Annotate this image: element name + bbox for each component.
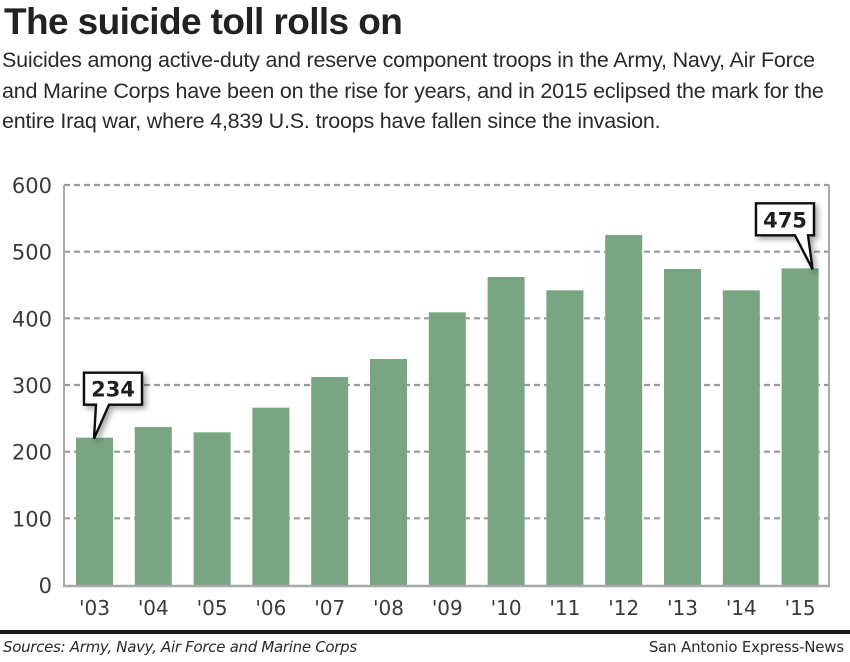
callout xyxy=(82,371,144,440)
axes xyxy=(63,185,830,588)
bar xyxy=(781,268,819,585)
y-tick-label: 400 xyxy=(12,307,52,331)
bar xyxy=(428,312,466,585)
callout-label: 475 xyxy=(763,208,807,232)
x-tick-label: '09 xyxy=(432,596,463,620)
bar xyxy=(370,359,407,585)
bar xyxy=(311,377,349,585)
y-tick-label: 600 xyxy=(12,174,52,198)
x-axis-ticks: '03 '04 '05 '06 '07 '08 '09 '10 '11 '12 '13 '14 '15 xyxy=(79,596,816,620)
callouts: 234 475 xyxy=(82,202,816,440)
bar xyxy=(722,290,760,585)
callout-box xyxy=(82,371,144,440)
y-tick-label: 200 xyxy=(12,441,52,465)
callout-box xyxy=(754,202,816,270)
y-tick-label: 0 xyxy=(39,574,52,598)
bar xyxy=(134,427,172,585)
x-tick-label: '10 xyxy=(491,596,522,620)
publisher-credit: San Antonio Express-News xyxy=(648,638,844,656)
x-tick-label: '11 xyxy=(549,596,580,620)
bar xyxy=(193,432,231,585)
bar xyxy=(605,235,643,585)
bar xyxy=(664,269,701,585)
y-tick-label: 300 xyxy=(12,374,52,398)
y-tick-label: 500 xyxy=(12,241,52,265)
bar xyxy=(252,407,290,585)
chart-title: The suicide toll rolls on xyxy=(4,1,403,42)
callout xyxy=(754,202,816,270)
x-tick-label: '08 xyxy=(373,596,404,620)
callout-label: 234 xyxy=(91,378,135,402)
source-note: Sources: Army, Navy, Air Force and Marin… xyxy=(3,638,357,656)
x-tick-label: '15 xyxy=(785,596,816,620)
x-tick-label: '13 xyxy=(667,596,698,620)
bar xyxy=(546,290,584,585)
x-tick-label: '05 xyxy=(197,596,228,620)
x-tick-label: '12 xyxy=(608,596,639,620)
x-tick-label: '04 xyxy=(138,596,169,620)
x-tick-label: '07 xyxy=(314,596,345,620)
y-axis-ticks: 0 100 200 300 400 500 600 xyxy=(12,174,52,598)
chart-subtitle: Suicides among active-duty and reserve c… xyxy=(2,48,824,133)
bars xyxy=(76,235,819,585)
bar xyxy=(487,277,525,585)
footer-rule xyxy=(0,630,850,634)
x-tick-label: '03 xyxy=(79,596,110,620)
x-tick-label: '06 xyxy=(255,596,286,620)
x-tick-label: '14 xyxy=(726,596,757,620)
bar xyxy=(76,437,113,585)
y-tick-label: 100 xyxy=(12,507,52,531)
